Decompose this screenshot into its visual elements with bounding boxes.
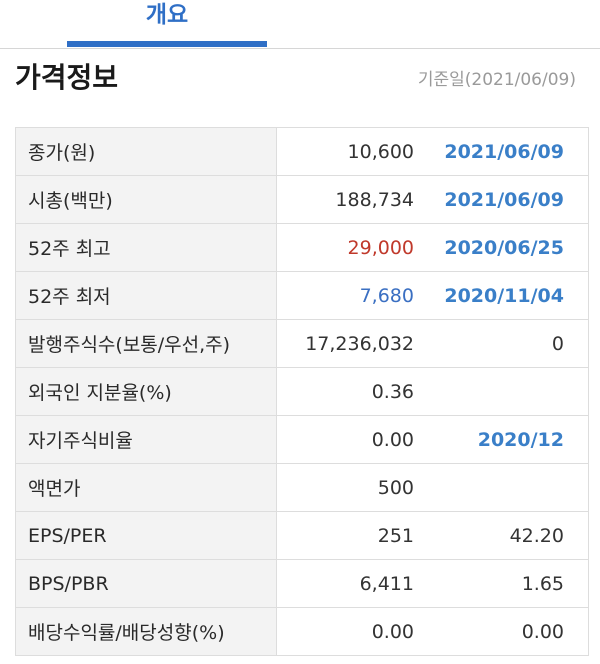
row-value: 0.36 — [371, 380, 414, 403]
row-label: 종가(원) — [16, 128, 277, 175]
table-row: 액면가 500 — [16, 464, 588, 512]
row-date: 2020/11/04 — [444, 284, 564, 307]
table-row: EPS/PER 251 42.20 — [16, 512, 588, 560]
table-row: 외국인 지분율(%) 0.36 — [16, 368, 588, 416]
row-label: 발행주식수(보통/우선,주) — [16, 320, 277, 367]
table-row: 시총(백만) 188,734 2021/06/09 — [16, 176, 588, 224]
row-value: 188,734 — [335, 188, 414, 211]
row-label: 자기주식비율 — [16, 416, 277, 463]
row-date: 2021/06/09 — [444, 140, 564, 163]
row-value: 500 — [377, 476, 414, 499]
row-extra: 0.00 — [521, 620, 564, 643]
table-row: 52주 최저 7,680 2020/11/04 — [16, 272, 588, 320]
row-extra: 42.20 — [509, 524, 564, 547]
row-extra: 1.65 — [521, 572, 564, 595]
row-label: 액면가 — [16, 464, 277, 511]
table-row: 배당수익률/배당성향(%) 0.00 0.00 — [16, 608, 588, 656]
row-value: 251 — [377, 524, 414, 547]
table-row: 자기주식비율 0.00 2020/12 — [16, 416, 588, 464]
table-row: 발행주식수(보통/우선,주) 17,236,032 0 — [16, 320, 588, 368]
row-date: 2020/12 — [477, 428, 564, 451]
tab-bar: 개요 — [0, 0, 600, 49]
table-row: 52주 최고 29,000 2020/06/25 — [16, 224, 588, 272]
table-row: BPS/PBR 6,411 1.65 — [16, 560, 588, 608]
row-label: 배당수익률/배당성향(%) — [16, 608, 277, 655]
row-value-high: 29,000 — [347, 236, 414, 259]
base-date: 기준일(2021/06/09) — [417, 70, 576, 90]
row-value-low: 7,680 — [359, 284, 414, 307]
row-value: 6,411 — [359, 572, 414, 595]
row-label: 52주 최고 — [16, 224, 277, 271]
row-label: 시총(백만) — [16, 176, 277, 223]
row-label: 외국인 지분율(%) — [16, 368, 277, 415]
row-date: 2020/06/25 — [444, 236, 564, 259]
row-label: EPS/PER — [16, 512, 277, 559]
row-value: 17,236,032 — [305, 332, 414, 355]
row-label: 52주 최저 — [16, 272, 277, 319]
table-row: 종가(원) 10,600 2021/06/09 — [16, 128, 588, 176]
price-info-table: 종가(원) 10,600 2021/06/09 시총(백만) 188,734 2… — [15, 127, 589, 656]
section-title: 가격정보 — [15, 61, 119, 94]
row-value: 10,600 — [347, 140, 414, 163]
tab-active-indicator — [67, 41, 267, 47]
row-value: 0.00 — [371, 620, 414, 643]
tab-overview[interactable]: 개요 — [145, 2, 189, 28]
row-label: BPS/PBR — [16, 560, 277, 607]
row-value: 0.00 — [371, 428, 414, 451]
row-extra: 0 — [551, 332, 564, 355]
row-date: 2021/06/09 — [444, 188, 564, 211]
